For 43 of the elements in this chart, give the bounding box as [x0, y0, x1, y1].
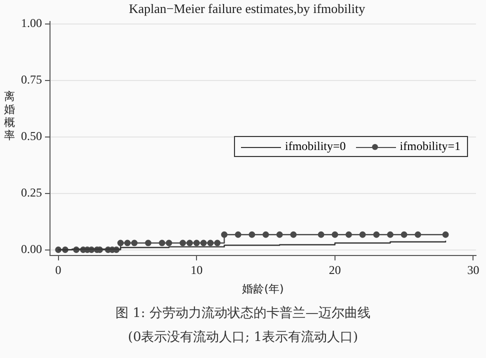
- chart-title: Kaplan−Meier failure estimates,by ifmobility: [128, 1, 366, 16]
- point: [131, 240, 138, 246]
- point: [200, 240, 207, 246]
- point: [180, 240, 186, 246]
- y-axis-title: 离婚概率: [3, 90, 16, 142]
- point: [276, 231, 283, 238]
- y-tick-label: 0.75: [21, 72, 42, 86]
- y-tick-label: 0.50: [21, 128, 42, 143]
- point: [262, 231, 269, 238]
- y-tick-label: 0.00: [21, 242, 42, 256]
- point: [359, 231, 366, 238]
- point: [234, 231, 242, 238]
- point: [442, 231, 449, 238]
- point: [346, 231, 352, 238]
- point: [214, 240, 221, 246]
- point: [373, 231, 380, 238]
- point: [387, 231, 394, 238]
- legend-label: ifmobility=0: [285, 139, 346, 154]
- point: [186, 240, 193, 246]
- point: [117, 240, 124, 246]
- point: [332, 231, 338, 238]
- x-tick-label: 0: [55, 262, 62, 277]
- point: [158, 240, 166, 246]
- x-axis-title: 婚龄(年): [242, 282, 284, 296]
- y-tick-label: 0.25: [21, 185, 42, 200]
- point: [221, 231, 228, 238]
- point: [207, 240, 214, 246]
- text: (0表示没有流动人口; 1表示有流动人口): [126, 329, 360, 347]
- caption: 图 1: 分劳动力流动状态的卡普兰—迈尔曲线: [114, 304, 372, 323]
- point: [248, 231, 256, 238]
- y-tick-label: 1.00: [21, 16, 42, 30]
- legend-label: ifmobility=1: [400, 139, 461, 154]
- point: [193, 240, 200, 246]
- x-tick-label: 30: [467, 262, 480, 277]
- point: [290, 231, 297, 238]
- point: [124, 240, 131, 246]
- x-tick-label: 20: [328, 262, 341, 277]
- point: [318, 231, 324, 238]
- point: [414, 231, 422, 238]
- point: [166, 240, 172, 246]
- x-tick-label: 10: [190, 262, 203, 277]
- point: [400, 231, 408, 238]
- point: [145, 240, 152, 246]
